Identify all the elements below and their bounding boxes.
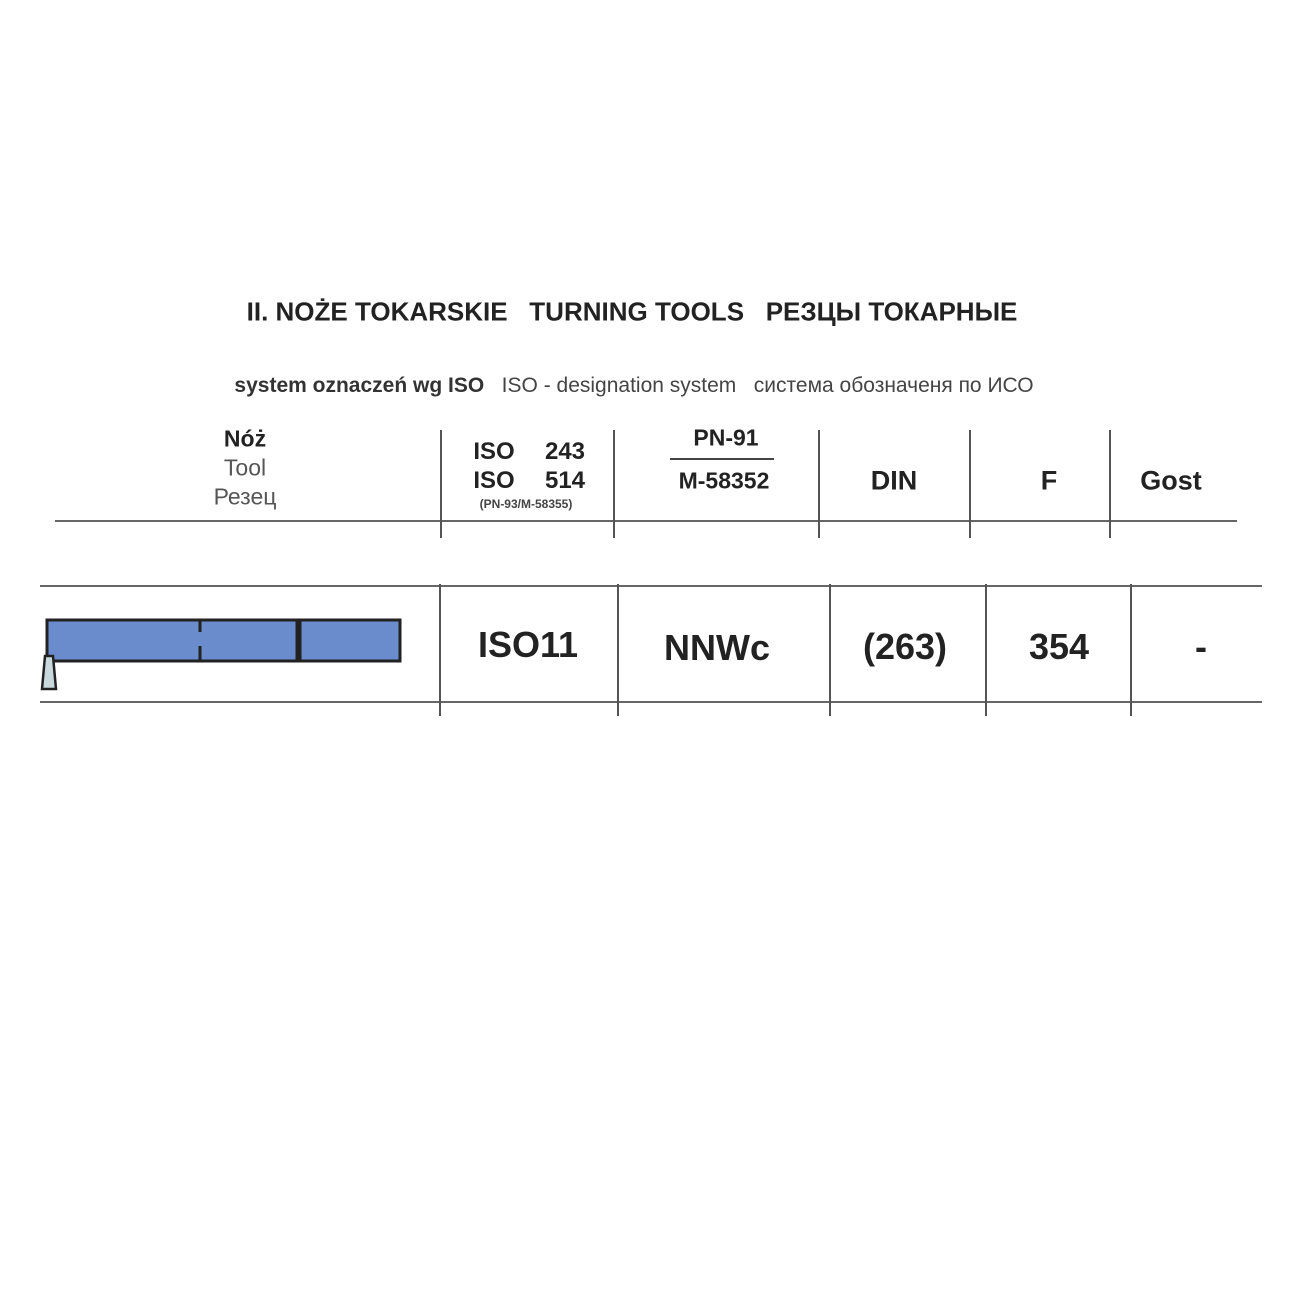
column-divider — [1130, 584, 1132, 716]
header-tool-pl: Nóż — [223, 425, 267, 452]
row-bottom-line — [40, 701, 1262, 703]
header-gost: Gost — [1140, 465, 1202, 496]
row-top-line — [40, 585, 1262, 587]
column-divider — [985, 584, 987, 716]
title-ru: РЕЗЦЫ ТОКАРНЫЕ — [765, 296, 1018, 327]
page-title: II. NOŻE TOKARSKIE TURNING TOOLS РЕЗЦЫ Т… — [247, 297, 1018, 328]
column-divider — [818, 430, 820, 538]
cell-gost: - — [1195, 626, 1207, 667]
header-iso-243-label: ISO — [473, 438, 515, 465]
header-iso-514-label: ISO — [473, 467, 515, 494]
header-pn-bottom: M-58352 — [678, 467, 770, 494]
column-divider — [439, 584, 441, 716]
column-divider — [969, 430, 971, 538]
cell-f: 354 — [1028, 626, 1090, 667]
header-divider — [55, 520, 1237, 522]
turning-tool-drawing — [40, 618, 402, 691]
header-iso-243-num: 243 — [544, 438, 586, 465]
subtitle-pl: system oznaczeń wg ISO — [234, 374, 485, 397]
header-tool-ru: Резец — [213, 483, 277, 510]
header-tool-en: Tool — [223, 454, 267, 481]
column-divider — [613, 430, 615, 538]
column-divider — [829, 584, 831, 716]
header-pn-top: PN-91 — [693, 424, 759, 451]
subtitle-ru: система обозначеня по ИСО — [753, 374, 1034, 397]
subtitle: system oznaczeń wg ISO ISO - designation… — [234, 374, 1033, 398]
tool-shank — [45, 618, 299, 663]
header-iso-note: (PN-93/M-58355) — [479, 497, 573, 511]
title-en: TURNING TOOLS — [529, 296, 745, 327]
header-din: DIN — [870, 465, 918, 496]
header-iso-514-num: 514 — [544, 467, 586, 494]
fraction-line — [670, 458, 774, 460]
cell-din: (263) — [862, 626, 948, 667]
column-divider — [1109, 430, 1111, 538]
title-pl: II. NOŻE TOKARSKIE — [246, 296, 508, 327]
header-f: F — [1040, 465, 1058, 496]
column-divider — [617, 584, 619, 716]
cell-pn: NNWc — [664, 627, 770, 668]
cell-iso: ISO11 — [477, 624, 579, 665]
subtitle-en: ISO - designation system — [501, 374, 737, 397]
tool-shank-end — [298, 618, 402, 663]
tool-tip — [40, 654, 58, 691]
column-divider — [440, 430, 442, 538]
